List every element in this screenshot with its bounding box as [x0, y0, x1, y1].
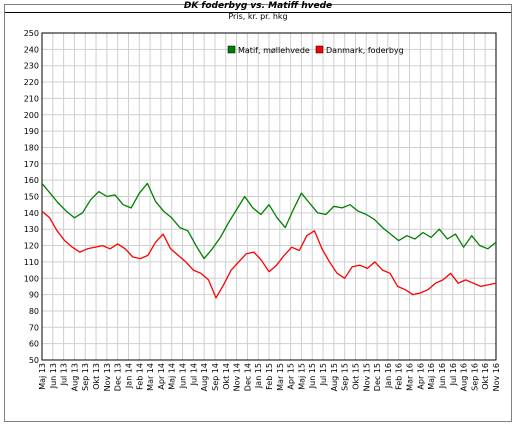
y-tick-label: 110 — [24, 258, 39, 267]
x-tick-label: Jul 13 — [60, 363, 69, 386]
y-tick-label: 140 — [24, 209, 39, 218]
y-tick-label: 100 — [24, 274, 39, 283]
y-tick-label: 250 — [24, 29, 39, 38]
x-tick-label: Feb 16 — [395, 363, 404, 390]
x-tick-label: Jun 14 — [179, 363, 188, 389]
y-tick-label: 120 — [24, 242, 39, 251]
y-tick-label: 130 — [24, 225, 39, 234]
x-tick-label: Dec 15 — [373, 363, 382, 391]
x-tick-label: Nov 15 — [362, 363, 371, 391]
y-tick-label: 80 — [29, 307, 39, 316]
x-tick-label: Apr 15 — [287, 363, 296, 390]
x-tick-label: Mar 15 — [276, 363, 285, 391]
y-tick-label: 160 — [24, 176, 39, 185]
chart-title: DK foderbyg vs. Matiff hvede — [183, 1, 333, 11]
x-tick-label: Maj 14 — [168, 363, 177, 390]
x-tick-label: Okt 15 — [351, 363, 360, 390]
x-tick-label: Maj 16 — [427, 363, 436, 390]
x-tick-label: Feb 15 — [265, 363, 274, 390]
x-tick-label: Nov 13 — [103, 363, 112, 391]
x-tick-label: Dec 14 — [243, 363, 252, 391]
legend-swatch — [227, 45, 236, 54]
x-tick-label: Okt 13 — [92, 363, 101, 390]
y-tick-label: 50 — [29, 356, 39, 365]
plot-border — [41, 32, 497, 361]
x-tick-label: Aug 15 — [330, 363, 339, 391]
x-tick-label: Okt 14 — [222, 363, 231, 390]
x-tick-label: Jul 16 — [449, 363, 458, 386]
series-line-2 — [41, 210, 497, 299]
x-tick-label: Feb 14 — [135, 363, 144, 390]
x-tick-label: Jun 13 — [49, 363, 58, 389]
y-tick-label: 190 — [24, 127, 39, 136]
y-tick-label: 70 — [29, 323, 39, 332]
y-tick-label: 150 — [24, 193, 39, 202]
y-tick-label: 170 — [24, 160, 39, 169]
x-tick-label: Apr 14 — [157, 363, 166, 390]
series-line-1 — [41, 182, 497, 260]
x-tick-label: Aug 13 — [70, 363, 79, 391]
x-tick-label: Sep 13 — [81, 363, 90, 391]
y-tick-label: 200 — [24, 111, 39, 120]
y-tick-label: 90 — [29, 291, 39, 300]
x-tick-label: Jan 16 — [384, 363, 393, 389]
x-tick-label: Jul 15 — [319, 363, 328, 386]
x-tick-label: Dec 13 — [114, 363, 123, 391]
x-tick-label: Nov 14 — [233, 363, 242, 391]
legend-swatch — [315, 45, 324, 54]
x-tick-label: Aug 14 — [200, 363, 209, 391]
x-tick-label: Mar 16 — [406, 363, 415, 391]
y-tick-label: 240 — [24, 45, 39, 54]
x-tick-label: Sep 14 — [211, 363, 220, 391]
y-tick-label: 180 — [24, 143, 39, 152]
x-tick-label: Maj 13 — [38, 363, 47, 390]
legend-label: Matif, møllehvede — [238, 46, 310, 55]
x-tick-label: Okt 16 — [481, 363, 490, 390]
chart-subtitle: Pris, kr. pr. hkg — [228, 12, 288, 21]
title-divider — [5, 12, 511, 13]
x-tick-label: Sep 16 — [470, 363, 479, 391]
x-tick-label: Jan 14 — [124, 363, 133, 389]
y-tick-label: 60 — [29, 340, 39, 349]
legend-label: Danmark, foderbyg — [326, 46, 404, 55]
x-tick-label: Apr 16 — [416, 363, 425, 390]
x-tick-label: Jul 14 — [189, 363, 198, 386]
y-tick-label: 210 — [24, 94, 39, 103]
x-tick-label: Maj 15 — [297, 363, 306, 390]
x-tick-label: Sep 15 — [341, 363, 350, 391]
x-tick-label: Mar 14 — [146, 363, 155, 391]
x-tick-label: Jan 15 — [254, 363, 263, 389]
x-tick-label: Jun 16 — [438, 363, 447, 389]
y-tick-label: 220 — [24, 78, 39, 87]
x-tick-label: Jun 15 — [308, 363, 317, 389]
y-tick-label: 230 — [24, 62, 39, 71]
x-tick-label: Nov 16 — [492, 363, 501, 391]
x-tick-label: Aug 16 — [460, 363, 469, 391]
